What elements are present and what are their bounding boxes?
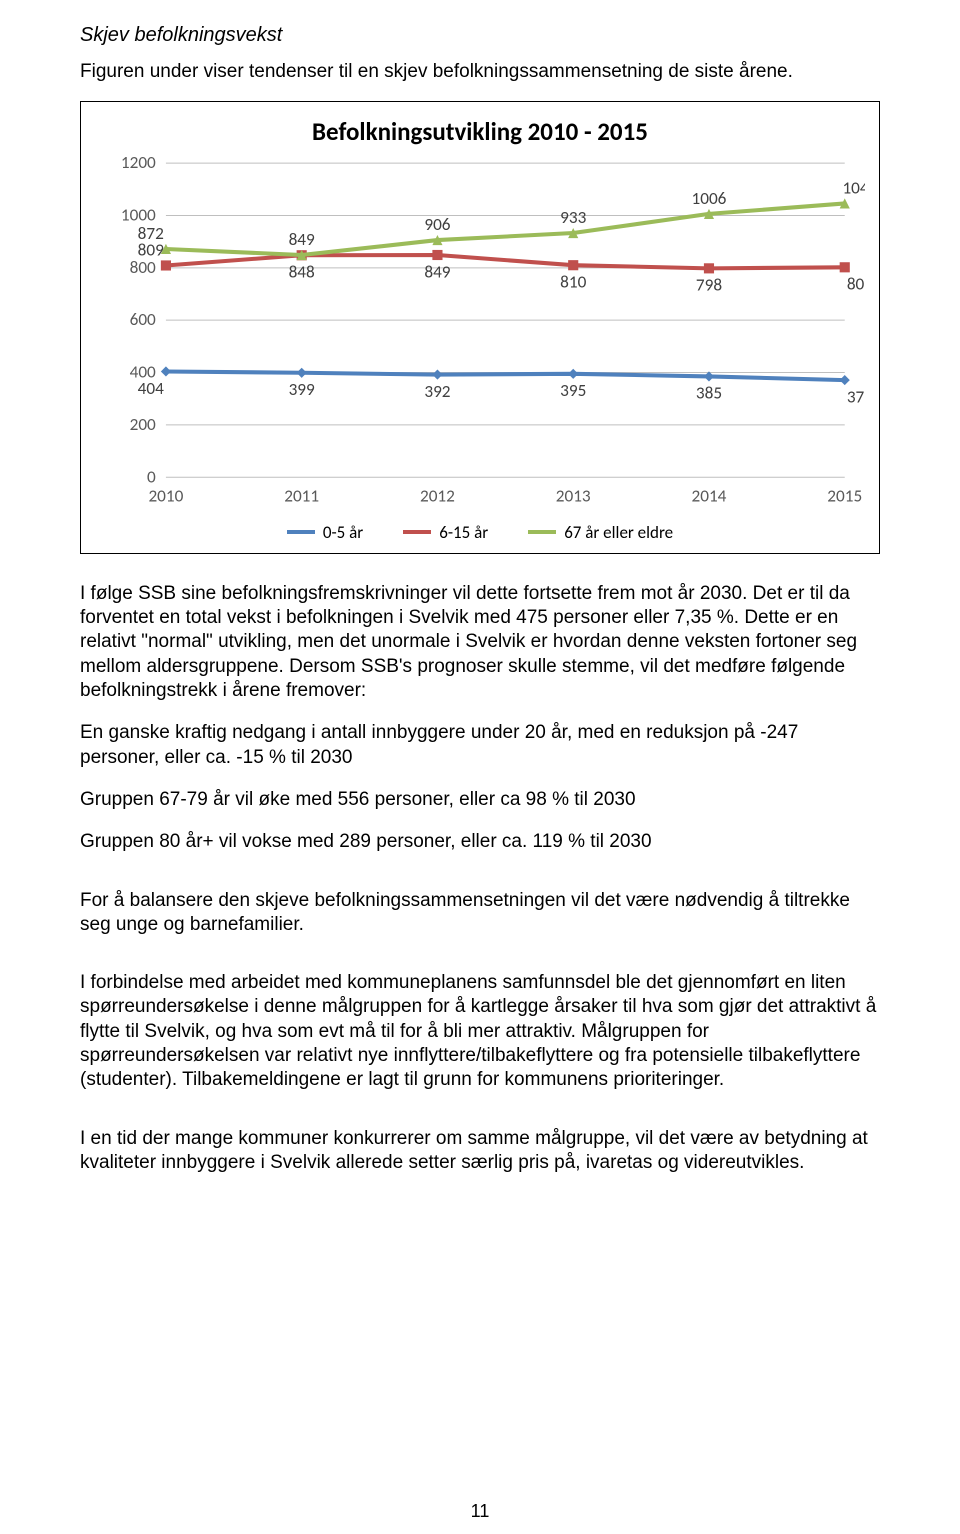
svg-text:2012: 2012 [420, 486, 455, 507]
legend-swatch-icon [287, 530, 315, 534]
legend-item-0-5: 0-5 år [287, 522, 363, 543]
chart-legend: 0-5 år 6-15 år 67 år eller eldre [95, 522, 865, 543]
legend-swatch-icon [403, 530, 431, 534]
svg-text:2013: 2013 [556, 486, 591, 507]
page-number: 11 [0, 1501, 960, 1522]
body-paragraph: I følge SSB sine befolkningsfremskrivnin… [80, 582, 880, 704]
svg-text:872: 872 [138, 223, 164, 244]
svg-text:200: 200 [130, 414, 156, 435]
chart-container: Befolkningsutvikling 2010 - 2015 0200400… [80, 101, 880, 554]
svg-text:2014: 2014 [692, 486, 727, 507]
svg-text:2010: 2010 [148, 486, 183, 507]
svg-text:385: 385 [696, 383, 722, 404]
svg-text:371: 371 [847, 386, 865, 407]
body-paragraph: For å balansere den skjeve befolkningssa… [80, 889, 880, 938]
svg-text:1006: 1006 [692, 188, 727, 209]
svg-text:404: 404 [138, 378, 164, 399]
legend-swatch-icon [528, 530, 556, 534]
body-paragraph: I en tid der mange kommuner konkurrerer … [80, 1127, 880, 1176]
body-paragraph: Gruppen 80 år+ vil vokse med 289 persone… [80, 830, 880, 854]
svg-text:1046: 1046 [842, 177, 865, 198]
body-paragraph: Gruppen 67-79 år vil øke med 556 persone… [80, 788, 880, 812]
svg-text:848: 848 [289, 262, 315, 283]
svg-text:600: 600 [130, 309, 156, 330]
intro-paragraph: Figuren under viser tendenser til en skj… [80, 61, 880, 83]
svg-text:395: 395 [560, 380, 586, 401]
page-root: Skjev befolkningsvekst Figuren under vis… [0, 0, 960, 1534]
svg-text:2015: 2015 [827, 486, 862, 507]
body-paragraph: I forbindelse med arbeidet med kommunepl… [80, 971, 880, 1093]
svg-text:2011: 2011 [284, 486, 319, 507]
svg-text:392: 392 [424, 381, 450, 402]
svg-text:399: 399 [289, 379, 315, 400]
legend-label: 67 år eller eldre [564, 522, 673, 543]
population-chart: 0200400600800100012002010201120122013201… [95, 153, 865, 518]
svg-text:802: 802 [847, 274, 865, 295]
svg-text:906: 906 [424, 214, 450, 235]
svg-text:1200: 1200 [121, 153, 156, 173]
svg-text:849: 849 [289, 229, 315, 250]
svg-text:810: 810 [560, 271, 586, 292]
legend-label: 6-15 år [439, 522, 488, 543]
legend-item-67plus: 67 år eller eldre [528, 522, 673, 543]
body-paragraph: En ganske kraftig nedgang i antall innby… [80, 721, 880, 770]
chart-title: Befolkningsutvikling 2010 - 2015 [95, 116, 865, 147]
svg-text:849: 849 [424, 261, 450, 282]
legend-label: 0-5 år [323, 522, 363, 543]
svg-text:933: 933 [560, 207, 586, 228]
svg-text:0: 0 [147, 466, 156, 487]
svg-text:798: 798 [696, 275, 722, 296]
legend-item-6-15: 6-15 år [403, 522, 488, 543]
section-title: Skjev befolkningsvekst [80, 24, 880, 47]
